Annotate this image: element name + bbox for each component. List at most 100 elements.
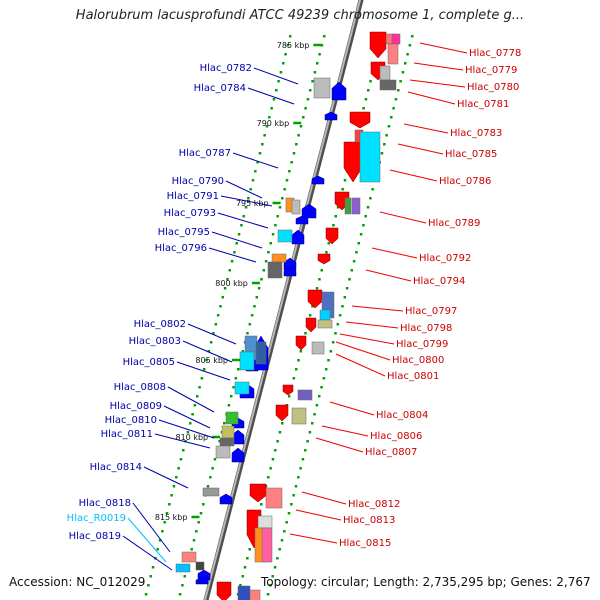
- forward-gene-box: [237, 585, 251, 600]
- ruler-label: 790 kbp: [257, 119, 290, 128]
- forward-gene-arrow: [349, 111, 371, 129]
- tick-dot: [385, 134, 388, 137]
- gene-label-left: Hlac_0809: [110, 401, 162, 412]
- gene-label-right: Hlac_0780: [467, 82, 519, 93]
- forward-gene-arrow: [275, 404, 289, 422]
- forward-gene-box: [311, 341, 325, 355]
- tick-dot: [219, 305, 222, 308]
- tick-dot: [369, 197, 372, 200]
- forward-gene-box: [319, 309, 331, 321]
- tick-dot: [246, 557, 249, 560]
- forward-gene-box: [257, 515, 273, 529]
- tick-dot: [311, 305, 314, 308]
- tick-dot: [278, 206, 282, 209]
- label-leader: [232, 152, 279, 169]
- forward-gene-box: [291, 407, 307, 425]
- forward-gene-arrow: [369, 31, 387, 59]
- tick-dot: [371, 188, 374, 191]
- tick-dot: [315, 287, 319, 290]
- tick-dot: [190, 548, 193, 551]
- gene-label-right: Hlac_0778: [469, 48, 521, 59]
- tick-dot: [260, 278, 263, 281]
- gene-label-right: Hlac_0799: [396, 339, 448, 350]
- gene-label-left: Hlac_0802: [134, 319, 186, 330]
- tick-dot: [281, 62, 285, 65]
- tick-dot: [410, 35, 414, 38]
- tick-dot: [273, 566, 277, 569]
- tick-dot: [163, 521, 166, 524]
- label-leader: [295, 509, 342, 521]
- label-leader: [413, 62, 464, 71]
- label-leader: [182, 340, 233, 363]
- tick-dot: [271, 233, 275, 236]
- tick-dot: [283, 188, 286, 191]
- tick-dot: [191, 413, 194, 416]
- tick-dot: [269, 467, 272, 470]
- tick-dot: [295, 143, 298, 146]
- tick-dot: [175, 476, 178, 479]
- tick-dot: [261, 143, 264, 146]
- tick-dot: [350, 269, 354, 272]
- tick-dot: [366, 206, 370, 209]
- gene-label-left: Hlac_0814: [90, 462, 142, 473]
- label-leader: [301, 491, 347, 505]
- gene-label-left: Hlac_0782: [200, 63, 252, 74]
- tick-dot: [211, 467, 214, 470]
- forward-gene-arrow: [305, 317, 317, 333]
- label-leader: [132, 502, 171, 553]
- tick-dot: [329, 350, 333, 353]
- gene-label-right: Hlac_0797: [405, 306, 457, 317]
- forward-gene-box: [391, 33, 401, 45]
- tick-dot: [197, 521, 200, 524]
- tick-dot: [294, 485, 298, 488]
- tick-dot: [297, 134, 300, 137]
- forward-gene-box: [351, 197, 361, 215]
- tick-dot: [213, 458, 217, 461]
- label-leader: [397, 143, 444, 155]
- tick-dot: [292, 494, 295, 497]
- tick-dot: [182, 449, 185, 452]
- gene-label-left: Hlac_0784: [194, 83, 246, 94]
- gene-label-right: Hlac_0786: [439, 176, 491, 187]
- tick-dot: [313, 413, 316, 416]
- tick-dot: [348, 278, 351, 281]
- tick-dot: [310, 422, 314, 425]
- tick-dot: [288, 170, 291, 173]
- tick-dot: [294, 368, 298, 371]
- gene-label-right: Hlac_0781: [457, 99, 509, 110]
- ruler-label: 785 kbp: [277, 41, 310, 50]
- tick-dot: [183, 575, 186, 578]
- tick-dot: [367, 89, 370, 92]
- forward-gene-box: [344, 197, 352, 215]
- tick-dot: [147, 584, 150, 587]
- reverse-gene-arrow: [231, 447, 245, 463]
- tick-dot: [207, 350, 211, 353]
- gene-label-right: Hlac_0815: [339, 538, 391, 549]
- tick-dot: [352, 260, 356, 263]
- forward-gene-box: [317, 319, 333, 329]
- forward-gene-box: [379, 79, 397, 91]
- tick-dot: [230, 260, 234, 263]
- tick-dot: [257, 287, 261, 290]
- tick-dot: [249, 188, 252, 191]
- label-leader: [176, 361, 231, 381]
- tick-dot: [392, 107, 395, 110]
- reverse-gene-box: [271, 253, 287, 263]
- reverse-gene-box: [277, 229, 293, 243]
- tick-dot: [338, 314, 342, 317]
- reverse-gene-box: [255, 341, 267, 365]
- ruler-label: 800 kbp: [215, 279, 248, 288]
- gene-label-left: Hlac_0811: [101, 429, 153, 440]
- reverse-gene-box: [221, 425, 235, 439]
- tick-dot: [308, 431, 312, 434]
- tick-dot: [149, 575, 152, 578]
- label-leader: [127, 517, 167, 563]
- tick-dot: [193, 404, 197, 407]
- tick-dot: [341, 305, 344, 308]
- tick-dot: [292, 152, 296, 155]
- label-leader: [365, 269, 412, 282]
- label-leader: [409, 79, 466, 88]
- label-leader: [247, 87, 295, 105]
